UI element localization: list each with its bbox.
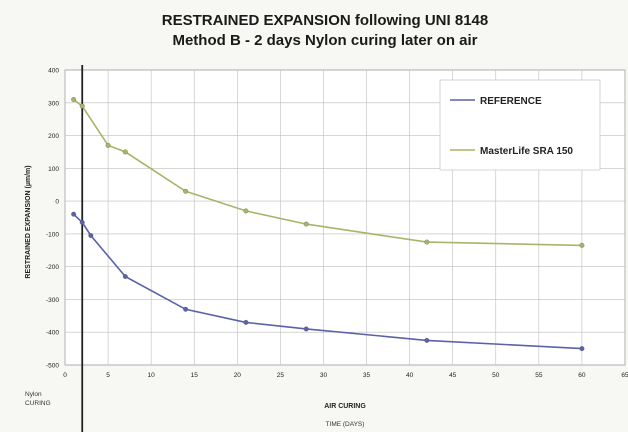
- legend-label-masterlife: MasterLife SRA 150: [480, 146, 573, 157]
- x-axis-title: AIR CURING: [324, 403, 366, 410]
- y-tick-label: -500: [46, 363, 59, 370]
- data-point: [79, 219, 85, 225]
- data-point: [243, 208, 249, 214]
- y-tick-label: -100: [46, 231, 59, 238]
- legend-label-reference: REFERENCE: [480, 96, 542, 107]
- corner-note-line1: Nylon: [25, 391, 42, 398]
- y-tick-label: 0: [55, 199, 59, 206]
- x-tick-label: 55: [535, 372, 543, 379]
- y-tick-label: 300: [48, 100, 59, 107]
- data-point: [579, 346, 585, 352]
- data-point: [424, 337, 430, 343]
- x-tick-label: 35: [363, 372, 371, 379]
- x-tick-label: 60: [578, 372, 586, 379]
- x-tick-label: 0: [63, 372, 67, 379]
- data-point: [122, 274, 128, 279]
- data-point: [71, 97, 77, 102]
- data-point: [424, 239, 430, 245]
- legend: REFERENCE MasterLife SRA 150: [439, 79, 601, 171]
- corner-note-line2: CURING: [25, 400, 51, 407]
- data-point: [303, 326, 309, 332]
- data-point: [243, 319, 249, 325]
- chart-subtitle: Method B - 2 days Nylon curing later on …: [172, 32, 477, 49]
- data-point: [183, 188, 189, 194]
- y-tick-label: -200: [46, 264, 59, 271]
- x-tick-label: 65: [621, 372, 628, 379]
- tick-labels: 0 5 10 15 20 25 30 35 40 45 50 55 60 65 -500 -400 -300 -2…: [46, 68, 628, 380]
- x-tick-label: 30: [320, 372, 328, 379]
- x-tick-label: 50: [492, 372, 500, 379]
- y-tick-label: 100: [48, 166, 59, 173]
- x-axis-subtitle: TIME (DAYS): [326, 421, 365, 428]
- y-tick-label: 200: [48, 133, 59, 140]
- series: [71, 97, 585, 352]
- y-tick-label: -400: [46, 330, 59, 337]
- data-point: [122, 149, 128, 155]
- y-tick-label: 400: [48, 68, 59, 75]
- x-tick-label: 15: [191, 372, 199, 379]
- data-point: [303, 221, 309, 227]
- x-tick-label: 5: [106, 372, 110, 379]
- data-point: [71, 211, 77, 217]
- chart-title: RESTRAINED EXPANSION following UNI 8148: [162, 12, 488, 29]
- y-tick-label: -300: [46, 297, 59, 304]
- data-point: [183, 306, 189, 312]
- x-tick-label: 40: [406, 372, 414, 379]
- data-point: [579, 242, 585, 248]
- x-tick-label: 45: [449, 372, 457, 379]
- x-tick-label: 25: [277, 372, 285, 379]
- data-point: [105, 142, 111, 148]
- data-point: [88, 233, 94, 238]
- x-tick-label: 10: [148, 372, 156, 379]
- x-tick-label: 20: [234, 372, 242, 379]
- y-axis-title: RESTRAINED EXPANSION (µm/m): [25, 165, 32, 278]
- data-point: [79, 103, 85, 109]
- legend-box: [439, 79, 601, 171]
